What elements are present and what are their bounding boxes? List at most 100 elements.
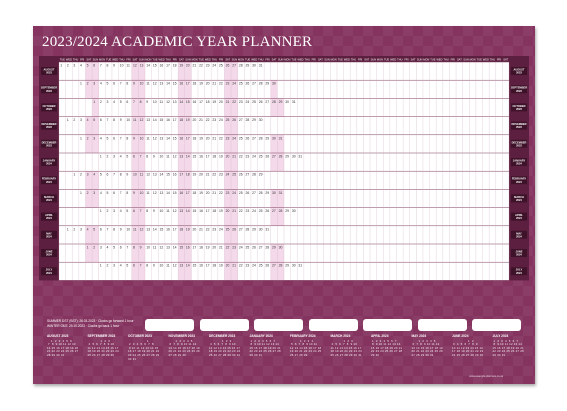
day-number: 11 [159, 100, 163, 104]
day-number: 25 [219, 64, 223, 68]
day-number: 20 [226, 209, 230, 213]
notes-box[interactable] [145, 319, 194, 331]
month-label-box [41, 249, 57, 257]
month-label-box [511, 194, 527, 203]
day-number: 17 [193, 246, 197, 250]
day-number: 19 [212, 100, 216, 104]
empty-cell [303, 189, 311, 208]
empty-cell [343, 80, 351, 99]
day-number: 29 [272, 246, 276, 250]
day-header: WED [483, 57, 489, 61]
empty-cell [350, 244, 357, 263]
month-label-box [511, 230, 527, 239]
empty-cell [436, 262, 443, 281]
empty-cell [475, 207, 483, 226]
notes-box[interactable] [308, 319, 358, 331]
empty-cell [495, 207, 503, 226]
day-number: 19 [179, 64, 183, 68]
empty-cell [270, 62, 278, 81]
day-number: 7 [120, 136, 122, 140]
day-number: 29 [285, 264, 289, 268]
day-number: 8 [113, 118, 115, 122]
empty-cell [456, 62, 463, 81]
empty-cell [383, 116, 390, 135]
empty-cell [429, 262, 437, 281]
empty-cell [429, 171, 437, 190]
empty-cell [403, 207, 410, 226]
empty-cell [343, 153, 351, 172]
day-number: 25 [259, 264, 263, 268]
empty-cell [350, 98, 357, 117]
day-header: FRI [265, 57, 269, 61]
day-number: 9 [133, 191, 135, 195]
empty-cell [317, 171, 324, 190]
empty-cell [72, 244, 79, 263]
empty-cell [409, 80, 417, 99]
empty-cell [343, 98, 351, 117]
day-number: 26 [265, 264, 269, 268]
empty-cell [422, 171, 430, 190]
empty-cell [310, 244, 318, 263]
month-label-column-right [509, 56, 529, 281]
day-number: 4 [120, 155, 122, 159]
notes-box[interactable] [472, 319, 521, 331]
day-number: 7 [126, 246, 128, 250]
day-number: 3 [73, 64, 75, 68]
day-number: 24 [232, 191, 236, 195]
notes-box[interactable] [199, 319, 249, 331]
notes-box[interactable] [417, 319, 467, 331]
empty-cell [350, 225, 357, 244]
day-number: 9 [120, 118, 122, 122]
day-number: 18 [212, 209, 216, 213]
day-number: 7 [140, 264, 142, 268]
notes-box[interactable] [254, 319, 303, 331]
empty-cell [442, 98, 450, 117]
day-number: 15 [186, 100, 190, 104]
day-header: SUN [93, 57, 99, 61]
day-number: 1 [80, 136, 82, 140]
day-number: 20 [206, 191, 210, 195]
empty-cell [356, 189, 364, 208]
day-header: SUN [278, 57, 284, 61]
day-number: 6 [113, 82, 115, 86]
day-header: THU [258, 57, 263, 61]
day-header: MON [238, 57, 244, 61]
empty-cell [456, 98, 463, 117]
month-name-label: SEPTEMBER [511, 86, 527, 90]
empty-cell [409, 244, 417, 263]
empty-cell [449, 225, 457, 244]
day-number: 17 [166, 64, 170, 68]
day-number: 12 [159, 246, 163, 250]
empty-cell [277, 62, 284, 81]
empty-cell [456, 207, 463, 226]
empty-cell [59, 116, 66, 135]
empty-cell [469, 153, 476, 172]
day-number: 7 [113, 173, 115, 177]
empty-cell [310, 153, 318, 172]
day-number: 5 [120, 100, 122, 104]
day-number: 15 [173, 136, 177, 140]
day-number: 27 [252, 82, 256, 86]
day-number: 29 [265, 191, 269, 195]
day-number: 1 [73, 173, 75, 177]
day-number: 10 [140, 136, 144, 140]
day-number: 2 [100, 100, 102, 104]
day-number: 28 [272, 100, 276, 104]
empty-cell [495, 62, 503, 81]
notes-box[interactable] [363, 319, 412, 331]
day-number: 2 [87, 136, 89, 140]
month-year-label: 2024 [516, 180, 522, 184]
empty-cell [330, 207, 337, 226]
empty-cell [72, 80, 79, 99]
day-number: 9 [133, 82, 135, 86]
month-name-label: MARCH [514, 195, 524, 199]
empty-cell [495, 134, 503, 153]
day-number: 8 [126, 82, 128, 86]
day-number: 19 [186, 227, 190, 231]
day-number: 20 [199, 173, 203, 177]
empty-cell [396, 207, 404, 226]
day-number: 18 [199, 246, 203, 250]
month-label-box [41, 212, 57, 221]
empty-cell [65, 207, 73, 226]
empty-cell [370, 116, 377, 135]
